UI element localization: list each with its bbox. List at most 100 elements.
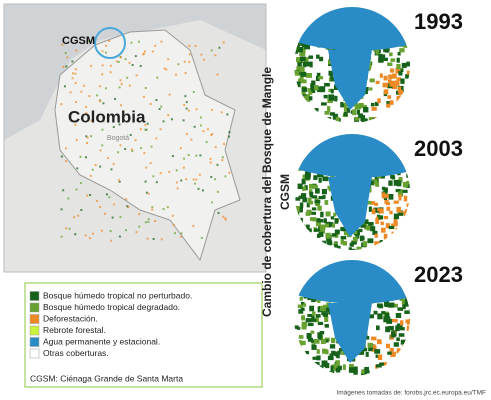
map-dot [130, 148, 133, 151]
cover-dot [393, 179, 400, 186]
cover-dot [314, 85, 319, 91]
cover-dot [317, 332, 323, 339]
cover-dot [389, 52, 393, 57]
cover-dot [300, 111, 304, 117]
cover-dot [409, 70, 410, 76]
map-dot [60, 155, 63, 158]
cover-dot [296, 367, 302, 372]
cover-dot [311, 314, 315, 320]
cover-dot [341, 350, 346, 355]
cover-dot [297, 46, 304, 53]
cover-dot [300, 368, 305, 372]
cover-dot [404, 162, 409, 169]
cover-dot [342, 364, 346, 370]
cover-dot [358, 113, 364, 118]
cover-dot [317, 321, 324, 326]
cover-dot [397, 86, 402, 93]
legend-box [24, 282, 263, 388]
colombia-outline [54, 29, 241, 262]
cover-dot [356, 246, 362, 250]
cover-dot [317, 116, 323, 122]
cover-dot [383, 57, 389, 62]
map-dot [61, 43, 64, 46]
legend-swatch [29, 291, 40, 301]
map-dot [83, 84, 86, 87]
cover-dot [310, 318, 317, 322]
map-dot [86, 141, 89, 144]
cover-dot [368, 314, 374, 319]
cover-dot [409, 212, 410, 217]
map-dot [180, 232, 183, 235]
cover-dot [318, 177, 322, 183]
cover-dot [340, 239, 345, 245]
map-dot [182, 166, 185, 169]
cover-dot [408, 369, 410, 375]
map-dot [138, 225, 141, 228]
cover-dot [372, 345, 377, 352]
cover-dot [382, 242, 388, 247]
map-dot [200, 53, 203, 56]
cover-dot [404, 209, 409, 214]
cover-dot [307, 88, 314, 92]
cover-dot [319, 305, 326, 311]
cover-dot [408, 346, 410, 351]
cover-dot [330, 88, 334, 94]
cover-dot [328, 311, 332, 315]
map-dot [125, 198, 128, 201]
cover-dot [296, 157, 302, 164]
map-dot [92, 232, 95, 235]
cover-dot [387, 351, 392, 355]
cover-dot [318, 76, 324, 80]
lagoon [328, 303, 372, 363]
panel-image [294, 134, 410, 250]
cover-dot [307, 337, 313, 342]
map-dot [175, 181, 178, 184]
map-dot [152, 175, 155, 178]
cover-dot [366, 200, 372, 205]
map-dot [158, 108, 161, 111]
map-dot [163, 67, 166, 70]
cover-dot [320, 227, 325, 233]
legend-swatch [29, 337, 40, 347]
cover-dot [409, 333, 410, 337]
cover-dot [377, 354, 383, 360]
cover-dot [314, 108, 319, 112]
cover-dot [387, 62, 393, 66]
map-dot [91, 168, 94, 171]
cover-dot [310, 88, 316, 94]
map-dot [195, 178, 198, 181]
cover-dot [404, 301, 409, 307]
cover-dot [408, 309, 410, 313]
map-dot [131, 150, 134, 153]
cover-dot [362, 241, 368, 247]
cover-dot [329, 73, 333, 79]
cover-dot [400, 78, 405, 84]
base-map [4, 4, 266, 272]
map-dot [86, 136, 89, 139]
map-dot [126, 205, 129, 208]
cover-dot [371, 201, 376, 205]
map-dot [140, 147, 143, 150]
map-dot [200, 236, 203, 239]
cover-dot [349, 363, 354, 370]
map-dot [154, 220, 157, 223]
cover-dot [315, 222, 321, 227]
cover-dot [316, 233, 321, 238]
map-dot [180, 179, 183, 182]
cover-dot [298, 206, 303, 213]
map-dot [216, 163, 219, 166]
cover-dot [392, 73, 397, 79]
cover-dot [374, 233, 378, 238]
map-dot [75, 101, 78, 104]
cover-dot [391, 231, 396, 236]
cover-dot [388, 74, 393, 79]
map-dot [187, 109, 190, 112]
map-dot [101, 73, 104, 76]
cover-dot [349, 242, 354, 247]
cover-dot [379, 362, 385, 366]
cover-dot [371, 208, 376, 215]
cover-dot [398, 90, 404, 96]
map-dot [160, 40, 163, 43]
cover-dot [309, 305, 315, 312]
map-dot [199, 154, 202, 157]
